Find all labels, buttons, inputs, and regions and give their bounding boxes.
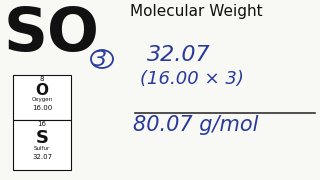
Text: 16.00: 16.00 — [32, 105, 52, 111]
Text: (16.00 × 3): (16.00 × 3) — [140, 70, 244, 88]
Text: 3: 3 — [93, 50, 107, 70]
Text: 32.07: 32.07 — [32, 154, 52, 160]
Text: Molecular Weight: Molecular Weight — [130, 4, 263, 19]
Text: O: O — [36, 83, 49, 98]
Text: SO: SO — [4, 5, 100, 64]
Text: S: S — [36, 129, 49, 147]
Text: Sulfur: Sulfur — [34, 146, 50, 151]
Text: 8: 8 — [40, 76, 44, 82]
Text: 80.07 g/mol: 80.07 g/mol — [133, 115, 258, 135]
FancyBboxPatch shape — [13, 120, 71, 170]
Text: 32.07: 32.07 — [147, 45, 211, 65]
FancyBboxPatch shape — [13, 75, 71, 120]
Text: Oxygen: Oxygen — [31, 97, 52, 102]
Text: 16: 16 — [37, 121, 46, 127]
